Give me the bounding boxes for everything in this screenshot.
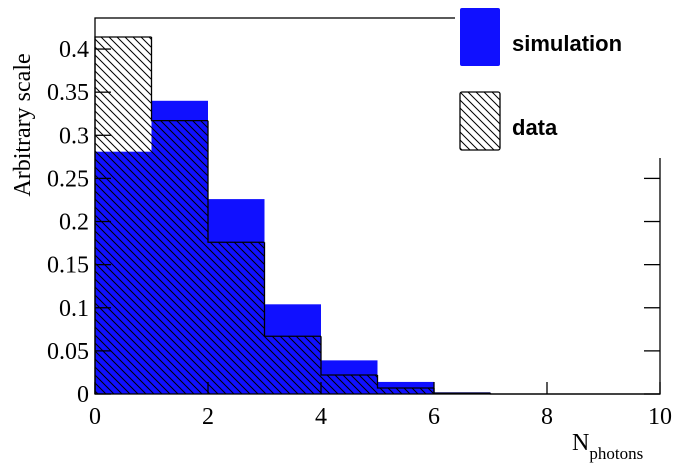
histogram-outline [376, 375, 434, 389]
histogram-outline [207, 120, 265, 243]
x-tick-label: 2 [202, 404, 214, 430]
x-tick-label: 4 [315, 404, 327, 430]
legend-swatch [459, 91, 501, 151]
y-tick-label: 0.05 [47, 339, 89, 365]
histogram-outline [263, 242, 321, 337]
histogram-bar [208, 242, 265, 394]
y-tick-label: 0.3 [59, 123, 89, 149]
x-tick-label: 0 [89, 404, 101, 430]
histogram-bar [321, 375, 378, 394]
histogram-outline [320, 336, 378, 376]
histogram-outline [150, 36, 208, 122]
legend-label: data [512, 115, 558, 140]
legend-label: simulation [512, 31, 622, 56]
plot-area: 0 0.05 0.1 0.15 0.2 0.25 0.3 0.35 0.4 0 2 4 6 8 10 [47, 17, 672, 430]
histogram-bar [264, 336, 321, 394]
y-tick-label: 0 [77, 382, 89, 408]
histogram-bar [95, 36, 152, 395]
frame [94, 17, 661, 395]
histogram-bar [377, 387, 434, 394]
x-axis-label-subscript: photons [589, 444, 643, 463]
x-axis-label: Nphotons [572, 430, 643, 463]
x-tick-label: 6 [428, 404, 440, 430]
y-tick-label: 0.25 [47, 166, 89, 192]
y-tick-label: 0.1 [59, 296, 89, 322]
y-tick-label: 0.15 [47, 253, 89, 279]
x-tick-label: 8 [541, 404, 553, 430]
x-tick-label: 10 [648, 404, 672, 430]
x-axis-label-main: N [572, 430, 589, 456]
histogram-bar [151, 120, 208, 395]
legend-swatch [460, 8, 500, 66]
y-tick-label: 0.35 [47, 80, 89, 106]
y-tick-label: 0.2 [59, 210, 89, 236]
y-tick-label: 0.4 [59, 37, 89, 63]
y-axis-label: Arbitrary scale [10, 53, 36, 196]
